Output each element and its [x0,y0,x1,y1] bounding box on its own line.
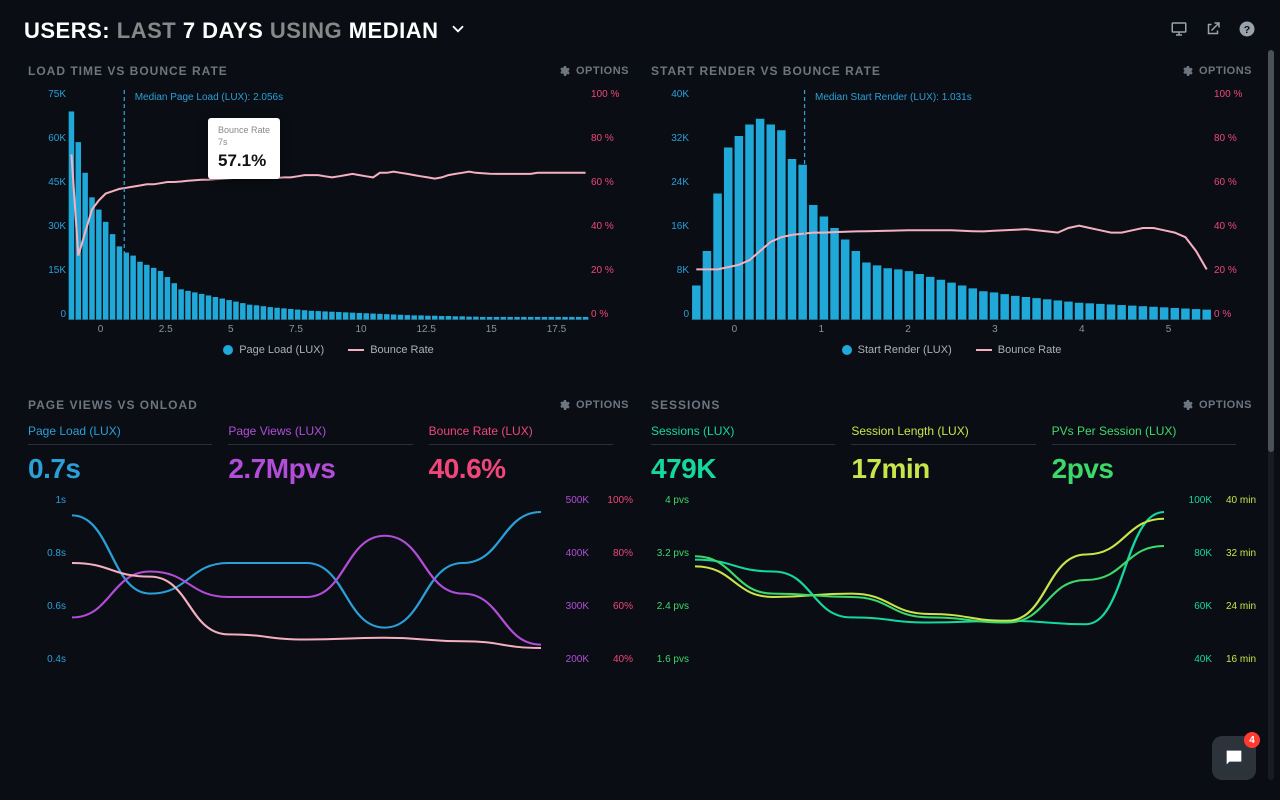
legend-item[interactable]: Bounce Rate [976,344,1062,356]
chart1-area: 75K60K45K30K15K0 100 %80 %60 %40 %20 %0 … [24,90,633,350]
chart3-plot: 1s0.8s0.6s0.4s 500K400K300K200K 100%80%6… [24,495,633,665]
metric: Session Length (LUX) 17min [851,424,1051,485]
panel-start-render: START RENDER VS BOUNCE RATE OPTIONS 40K3… [647,58,1256,378]
metric: Page Load (LUX) 0.7s [28,424,228,485]
options-button[interactable]: OPTIONS [558,65,629,77]
chart3-y-left: 1s0.8s0.6s0.4s [24,495,66,665]
chart3-y-right1: 500K400K300K200K [547,495,589,665]
chart2-plot: Median Start Render (LUX): 1.031s [691,90,1212,320]
metric-value: 17min [851,453,1035,485]
tooltip-sub: 7s [218,137,270,149]
panel-grid: LOAD TIME VS BOUNCE RATE OPTIONS 75K60K4… [24,58,1256,665]
chart2-x-axis: 012345 [691,324,1212,338]
median-label: Median Start Render (LUX): 1.031s [815,92,972,103]
gear-icon [558,399,570,411]
panel-title: PAGE VIEWS VS ONLOAD [28,398,198,412]
metric-value: 0.7s [28,453,212,485]
chart1-legend: Page Load (LUX) Bounce Rate [24,344,633,356]
chart2-area: 40K32K24K16K8K0 100 %80 %60 %40 %20 %0 %… [647,90,1256,350]
metric-label: PVs Per Session (LUX) [1052,424,1236,445]
legend-item[interactable]: Start Render (LUX) [842,344,952,356]
panel-sessions: SESSIONS OPTIONS Sessions (LUX)479KSessi… [647,392,1256,665]
options-button[interactable]: OPTIONS [1181,65,1252,77]
chart4-metrics: Sessions (LUX) 479K Session Length (LUX) 17… [647,424,1256,485]
legend-item[interactable]: Page Load (LUX) [223,344,324,356]
metric-value: 479K [651,453,835,485]
metric-label: Session Length (LUX) [851,424,1035,445]
options-label: OPTIONS [1199,65,1252,77]
chart4-plot: 4 pvs3.2 pvs2.4 pvs1.6 pvs 100K80K60K40K… [647,495,1256,665]
options-label: OPTIONS [576,399,629,411]
gear-icon [1181,399,1193,411]
chat-badge: 4 [1244,732,1260,748]
chart4-y-right2: 40 min32 min24 min16 min [1218,495,1256,665]
metric: PVs Per Session (LUX) 2pvs [1052,424,1252,485]
chart1-y-right: 100 %80 %60 %40 %20 %0 % [591,90,631,320]
metric-value: 2.7Mpvs [228,453,412,485]
panel-title: START RENDER VS BOUNCE RATE [651,64,881,78]
chart4-y-right1: 100K80K60K40K [1170,495,1212,665]
panel-load-time: LOAD TIME VS BOUNCE RATE OPTIONS 75K60K4… [24,58,633,378]
metric: Page Views (LUX) 2.7Mpvs [228,424,428,485]
chart4-y-left: 4 pvs3.2 pvs2.4 pvs1.6 pvs [647,495,689,665]
monitor-icon[interactable] [1170,20,1188,43]
chart2-y-left: 40K32K24K16K8K0 [649,90,689,320]
title-dim1: LAST [117,18,176,43]
options-button[interactable]: OPTIONS [1181,399,1252,411]
title-bold2: MEDIAN [349,18,439,43]
title-prefix: USERS: [24,18,110,43]
median-label: Median Page Load (LUX): 2.056s [135,92,283,103]
chart3-metrics: Page Load (LUX) 0.7s Page Views (LUX) 2.7Mp… [24,424,633,485]
scrollbar-thumb[interactable] [1268,50,1274,452]
chart3-y-right2: 100%80%60%40% [595,495,633,665]
chat-icon [1223,747,1245,769]
chart1-tooltip: Bounce Rate 7s 57.1% [208,118,280,179]
metric-label: Page Views (LUX) [228,424,412,445]
header-icons: ? [1170,20,1256,43]
metric-label: Bounce Rate (LUX) [429,424,613,445]
panel-page-views: PAGE VIEWS VS ONLOAD OPTIONS Page Load (… [24,392,633,665]
help-icon[interactable]: ? [1238,20,1256,43]
header: USERS: LAST 7 DAYS USING MEDIAN ? [24,18,1256,44]
panel-title: LOAD TIME VS BOUNCE RATE [28,64,228,78]
options-label: OPTIONS [576,65,629,77]
page-title: USERS: LAST 7 DAYS USING MEDIAN [24,18,439,44]
tooltip-label: Bounce Rate [218,125,270,137]
chart1-plot: Median Page Load (LUX): 2.056s Bounce Ra… [68,90,589,320]
chart2-y-right: 100 %80 %60 %40 %20 %0 % [1214,90,1254,320]
metric-label: Page Load (LUX) [28,424,212,445]
options-button[interactable]: OPTIONS [558,399,629,411]
chart2-legend: Start Render (LUX) Bounce Rate [647,344,1256,356]
tooltip-value: 57.1% [218,150,270,172]
title-row[interactable]: USERS: LAST 7 DAYS USING MEDIAN [24,18,467,44]
scrollbar[interactable] [1268,50,1274,780]
chart1-y-left: 75K60K45K30K15K0 [26,90,66,320]
dashboard-root: USERS: LAST 7 DAYS USING MEDIAN ? [0,0,1280,800]
legend-item[interactable]: Bounce Rate [348,344,434,356]
gear-icon [558,65,570,77]
metric-value: 40.6% [429,453,613,485]
chat-button[interactable]: 4 [1212,736,1256,780]
metric-value: 2pvs [1052,453,1236,485]
metric: Bounce Rate (LUX) 40.6% [429,424,629,485]
title-bold1: 7 DAYS [183,18,263,43]
gear-icon [1181,65,1193,77]
share-icon[interactable] [1204,20,1222,43]
metric-label: Sessions (LUX) [651,424,835,445]
options-label: OPTIONS [1199,399,1252,411]
chevron-down-icon[interactable] [449,20,467,43]
title-dim2: USING [270,18,342,43]
svg-text:?: ? [1244,23,1250,35]
chart1-x-axis: 02.557.51012.51517.5 [68,324,589,338]
metric: Sessions (LUX) 479K [651,424,851,485]
panel-title: SESSIONS [651,398,720,412]
